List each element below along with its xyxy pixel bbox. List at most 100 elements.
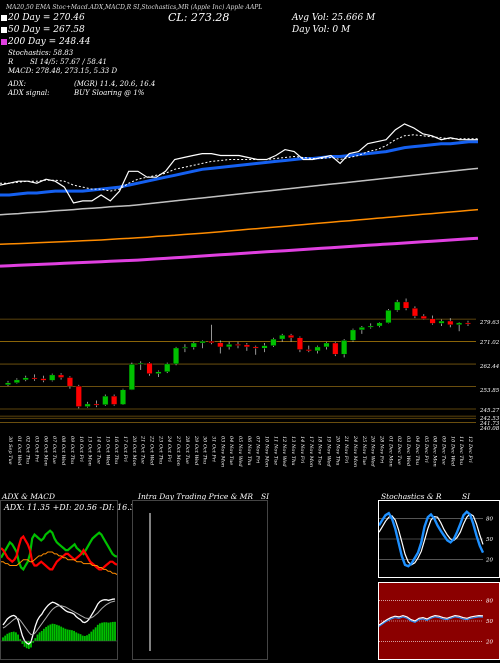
price-tick-label: 245.27	[479, 408, 500, 414]
date-tick-label: 09 Oct Thu	[69, 436, 75, 464]
candle-body	[376, 322, 383, 327]
day-volume: Day Vol: 0 M	[292, 25, 351, 35]
candle-body	[447, 320, 454, 325]
date-tick-label: 25 Nov Tue	[361, 435, 367, 465]
candle-body	[403, 301, 410, 309]
candle-body	[111, 395, 118, 405]
date-tick-label: 15 Oct Wed	[104, 436, 110, 465]
stochastics-svg: 80 50 20	[377, 510, 493, 568]
ma200-label: 200 Day = 248.44	[8, 37, 91, 47]
macd-bar	[4, 635, 7, 641]
candle-body	[137, 362, 144, 365]
date-tick-label: 07 Oct Tue	[51, 436, 57, 464]
candle-body	[84, 403, 91, 407]
macd-readout: MACD: 278.48, 273.15, 5.33 D	[8, 67, 118, 75]
date-tick-label: 11 Dec Thu	[458, 436, 464, 465]
date-tick-label: 03 Dec Wed	[405, 436, 411, 466]
adx-readout: (MGR) 11.4, 20.6, 16.4	[74, 80, 156, 88]
date-tick-label: 30 Sep Tue	[7, 436, 13, 465]
rsi-line	[378, 614, 484, 626]
macd-bar	[77, 633, 80, 641]
macd-bar	[83, 635, 86, 641]
date-tick-label: 17 Oct Fri	[122, 436, 128, 462]
date-tick-label: 02 Oct Thu	[25, 436, 31, 464]
stochastics-readout: Stochastics: 58.83	[8, 49, 74, 57]
date-tick-label: 11 Nov Tue	[272, 436, 278, 465]
rsi-prefix: R	[8, 58, 14, 66]
macd-bar	[114, 621, 116, 641]
macd-bar	[51, 623, 54, 641]
macd-bar	[92, 629, 95, 641]
macd-signal-line	[2, 600, 116, 636]
macd-bar	[68, 629, 71, 641]
candle-body	[13, 379, 20, 383]
candle-body	[102, 395, 109, 405]
date-tick-label: 10 Oct Fri	[78, 436, 84, 462]
candle-body	[234, 344, 241, 346]
adx-signal-label: ADX signal:	[8, 89, 50, 97]
date-tick-label: 02 Dec Tue	[396, 436, 402, 465]
candlesticks	[4, 298, 472, 409]
date-tick-label: 06 Nov Thu	[246, 436, 252, 466]
date-tick-label: 03 Oct Fri	[34, 436, 40, 462]
date-tick-label: 14 Oct Tue	[95, 436, 101, 464]
candle-body	[465, 322, 472, 325]
candle-body	[420, 315, 427, 319]
macd-bar	[101, 622, 103, 641]
candle-body	[350, 329, 357, 341]
intraday-title-suffix: SI	[261, 492, 270, 501]
date-tick-label: 03 Nov Mon	[219, 436, 225, 467]
candle-body	[22, 377, 29, 381]
close-price: CL: 273.28	[168, 11, 230, 24]
macd-bar	[81, 635, 84, 641]
stochastics-title: Stochastics & R	[381, 492, 442, 501]
macd-bar	[88, 633, 91, 641]
moving-average-lines	[0, 123, 479, 268]
candle-body	[394, 301, 401, 311]
candle-body	[305, 349, 312, 352]
macd-bar	[105, 622, 108, 641]
macd-bar	[12, 631, 15, 641]
macd-bar	[58, 625, 60, 641]
candle-body	[217, 342, 224, 348]
macd-bar	[55, 624, 58, 641]
candle-body	[243, 344, 250, 348]
ma-line-ma20	[0, 134, 478, 192]
candle-body	[385, 310, 392, 324]
candle-body	[75, 385, 82, 407]
macd-bar	[17, 634, 19, 641]
adx-di-readout: ADX: 11.35 +DI: 20.56 -DI: 16.37	[4, 503, 140, 512]
stoch-k-line	[377, 510, 485, 568]
macd-bar	[45, 626, 47, 641]
macd-bar	[2, 637, 4, 641]
candle-body	[314, 346, 321, 352]
date-tick-label: 24 Oct Fri	[166, 435, 172, 462]
candle-body	[155, 371, 162, 374]
date-tick-label: 10 Nov Mon	[264, 436, 270, 467]
candle-body	[208, 340, 215, 343]
candle-body	[296, 337, 303, 350]
date-tick-label: 21 Nov Fri	[343, 435, 349, 464]
price-level-lines	[0, 318, 476, 423]
candle-body	[66, 377, 73, 387]
macd-histogram	[1, 598, 117, 649]
candle-body	[279, 334, 286, 340]
date-tick-label: 13 Oct Mon	[87, 436, 93, 466]
stoch-tick-label: 20	[485, 557, 493, 563]
date-tick-label: 26 Nov Wed	[370, 435, 376, 467]
date-tick-label: 21 Oct Tue	[140, 435, 146, 464]
candle-body	[252, 346, 259, 349]
date-tick-label: 29 Oct Wed	[193, 435, 199, 465]
date-tick-label: 30 Oct Thu	[202, 436, 208, 464]
price-tick-label: 271.02	[479, 340, 500, 346]
price-tick-label: 253.85	[479, 388, 500, 394]
macd-bar	[40, 630, 43, 641]
macd-bar	[21, 641, 24, 644]
adx-lines	[0, 529, 118, 575]
candle-body	[93, 403, 100, 406]
ma-line-price	[0, 123, 478, 204]
candle-body	[429, 318, 436, 324]
date-tick-label: 08 Dec Mon	[432, 436, 438, 467]
stoch-tick-label: 50	[486, 537, 493, 543]
macd-bar	[66, 629, 69, 641]
